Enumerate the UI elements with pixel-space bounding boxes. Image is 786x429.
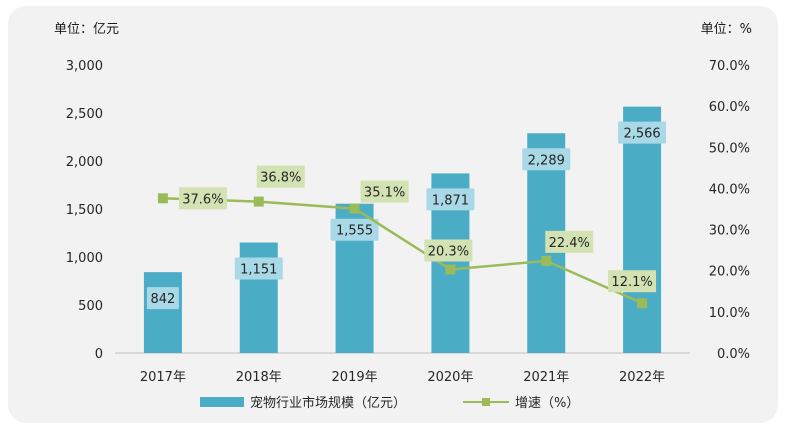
line-data-label-box bbox=[178, 187, 227, 210]
line-data-label: 22.4% bbox=[549, 236, 590, 251]
right-tick-label: 20.0% bbox=[709, 265, 750, 280]
line-series: 37.6% 36.8% 35.1% 20.3% 22.4% 12.1% bbox=[157, 165, 657, 309]
legend-bar-swatch bbox=[200, 397, 244, 407]
bar bbox=[623, 106, 662, 353]
bar-data-label: 2,566 bbox=[623, 127, 660, 142]
bar-series: 842 1,151 1,555 1,871 2,289 2,566 bbox=[143, 106, 667, 353]
bar-data-label-box bbox=[522, 148, 571, 171]
left-tick-label: 3,000 bbox=[66, 59, 103, 74]
growth-line bbox=[162, 197, 643, 305]
line-data-label: 35.1% bbox=[364, 186, 405, 201]
right-tick-label: 60.0% bbox=[709, 100, 750, 115]
right-axis-unit-label: 单位：% bbox=[701, 22, 752, 37]
line-data-label-box bbox=[360, 180, 409, 203]
x-tick-label: 2020年 bbox=[427, 370, 473, 385]
x-tick-label: 2022年 bbox=[619, 370, 665, 385]
line-marker bbox=[349, 203, 360, 214]
right-tick-label: 10.0% bbox=[709, 306, 750, 321]
legend: 宠物行业市场规模（亿元） 增速（%） bbox=[200, 395, 579, 411]
line-data-label: 36.8% bbox=[260, 171, 301, 186]
left-axis-unit-label: 单位：亿元 bbox=[54, 22, 119, 37]
bar-data-label-box bbox=[146, 287, 179, 310]
line-data-label-box bbox=[608, 270, 657, 293]
right-tick-label: 70.0% bbox=[709, 59, 750, 74]
left-axis: 0 500 1,000 1,500 2,000 2,500 3,000 bbox=[66, 59, 103, 362]
right-tick-label: 0.0% bbox=[717, 347, 750, 362]
left-tick-label: 1,000 bbox=[66, 251, 103, 266]
bar-data-label-box bbox=[234, 257, 283, 280]
bar-data-label: 1,151 bbox=[240, 263, 277, 278]
left-tick-label: 2,000 bbox=[66, 155, 103, 170]
bar-data-label: 1,871 bbox=[432, 193, 469, 208]
bar-data-label-box bbox=[426, 188, 475, 211]
x-axis: 2017年 2018年 2019年 2020年 2021年 2022年 bbox=[140, 370, 665, 385]
right-tick-label: 30.0% bbox=[709, 224, 750, 239]
bar-data-label: 842 bbox=[151, 292, 176, 307]
bar bbox=[143, 272, 182, 353]
x-tick-label: 2019年 bbox=[332, 370, 378, 385]
left-tick-label: 1,500 bbox=[66, 203, 103, 218]
line-marker bbox=[637, 298, 648, 309]
line-data-label: 37.6% bbox=[182, 192, 223, 207]
legend-line-label: 增速（%） bbox=[515, 396, 579, 411]
line-marker bbox=[445, 264, 456, 275]
bar-data-label-box bbox=[618, 121, 667, 144]
line-marker bbox=[157, 193, 168, 204]
right-axis: 0.0% 10.0% 20.0% 30.0% 40.0% 50.0% 60.0% 70.0% bbox=[709, 59, 750, 362]
legend-bar-label: 宠物行业市场规模（亿元） bbox=[250, 395, 406, 411]
left-tick-label: 2,500 bbox=[66, 107, 103, 122]
x-tick-label: 2021年 bbox=[523, 370, 569, 385]
line-marker bbox=[541, 255, 552, 266]
left-tick-label: 0 bbox=[95, 347, 103, 362]
right-tick-label: 40.0% bbox=[709, 182, 750, 197]
line-marker bbox=[253, 196, 264, 207]
line-data-label: 12.1% bbox=[611, 275, 652, 290]
x-tick-label: 2017年 bbox=[140, 370, 186, 385]
x-tick-label: 2018年 bbox=[236, 370, 282, 385]
left-tick-label: 500 bbox=[78, 299, 103, 314]
line-data-label-box bbox=[424, 239, 473, 262]
right-tick-label: 50.0% bbox=[709, 141, 750, 156]
bar-data-label-box bbox=[330, 218, 379, 241]
bar-data-label: 1,555 bbox=[336, 224, 373, 239]
bar-data-label: 2,289 bbox=[528, 153, 565, 168]
line-data-label: 20.3% bbox=[428, 244, 469, 259]
legend-line-marker bbox=[482, 398, 490, 406]
line-data-label-box bbox=[256, 165, 305, 188]
line-data-label-box bbox=[545, 230, 594, 253]
